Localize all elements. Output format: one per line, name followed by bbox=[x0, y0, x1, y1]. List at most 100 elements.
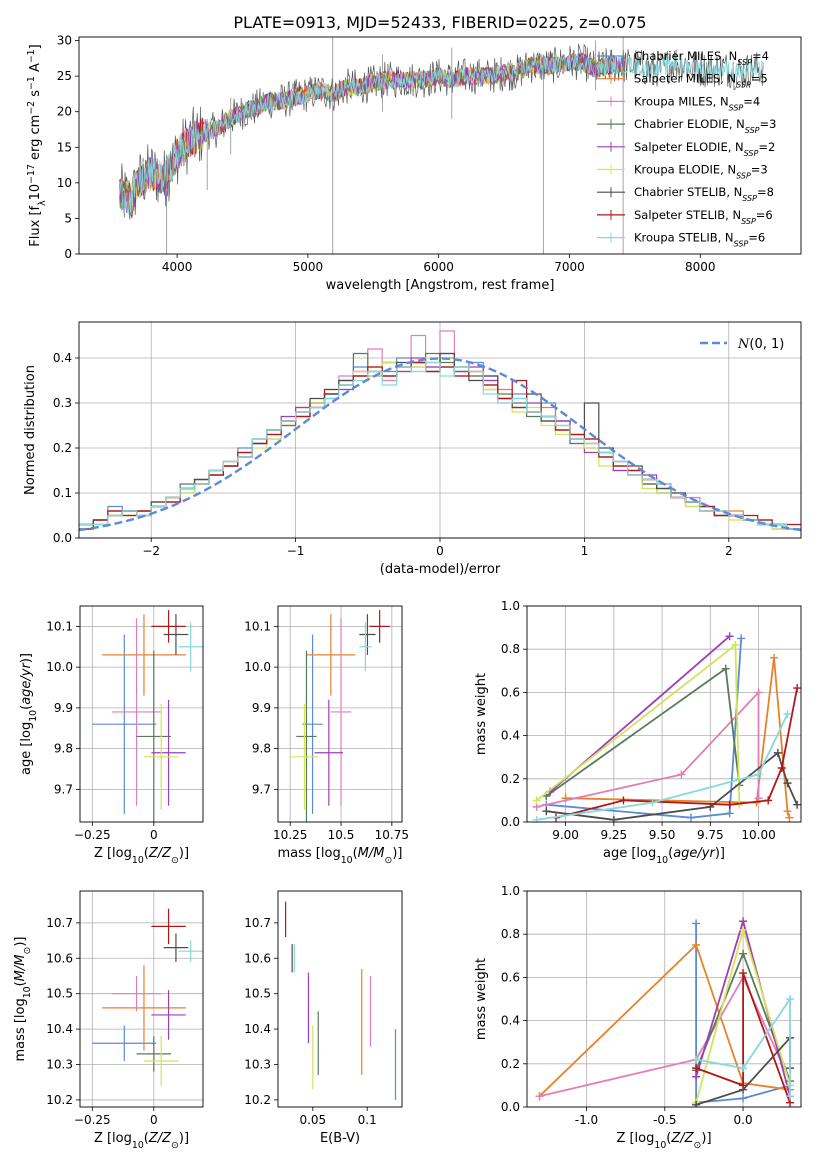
errorbar-chabrier-elodie bbox=[296, 650, 317, 822]
spectrum-legend: Chabrier MILES, NSSP=4 Salpeter MILES, NS… bbox=[597, 49, 776, 248]
weight-point bbox=[793, 800, 801, 809]
x-tick-label: -1.0 bbox=[575, 1113, 598, 1127]
x-tick-label: 4000 bbox=[162, 260, 193, 274]
ebv-mass-panel: 0.05 0.1 10.2 10.3 10.4 10.5 10.6 10.7 E(B-V) bbox=[244, 890, 403, 1146]
y-tick-label: 9.7 bbox=[252, 782, 271, 796]
weight-line bbox=[536, 713, 789, 821]
plot-area bbox=[535, 917, 795, 1107]
x-axis-label: Z [log10(Z/Z⊙)] bbox=[94, 846, 189, 866]
y-tick-label: 10.5 bbox=[46, 987, 73, 1001]
legend-label-chabrier-miles: Chabrier MILES, NSSP=4 bbox=[634, 49, 769, 67]
errorbar-salpeter-elodie bbox=[151, 699, 186, 806]
weight-point bbox=[692, 1055, 701, 1064]
histogram-legend: N(0, 1) bbox=[700, 337, 784, 352]
x-tick-label: 0 bbox=[436, 544, 444, 558]
weight-point bbox=[737, 634, 746, 643]
axes-frame bbox=[526, 605, 802, 823]
y-tick-label: 0.2 bbox=[53, 441, 72, 455]
y-tick-label: 10.4 bbox=[46, 1022, 73, 1036]
x-tick-label: 0 bbox=[150, 1113, 158, 1127]
y-tick-label: 0.4 bbox=[501, 729, 520, 743]
x-axis-label: Z [log10(Z/Z⊙)] bbox=[94, 1131, 189, 1151]
y-tick-label: 0.0 bbox=[53, 531, 72, 545]
errorbar-salpeter-elodie bbox=[151, 990, 186, 1040]
weight-line bbox=[695, 996, 791, 1097]
weight-point bbox=[619, 796, 628, 805]
weight-point bbox=[677, 770, 686, 779]
x-tick-label: 6000 bbox=[423, 260, 454, 274]
x-tick-label: 0.0 bbox=[734, 1113, 753, 1127]
weight-point bbox=[532, 796, 541, 805]
x-tick-label: −1 bbox=[287, 544, 305, 558]
legend-label-salpeter-stelib: Salpeter STELIB, NSSP=6 bbox=[634, 208, 773, 226]
weight-point bbox=[739, 1081, 748, 1090]
x-tick-label: 9.00 bbox=[552, 828, 579, 842]
x-tick-label: −0.25 bbox=[74, 828, 111, 842]
weight-point bbox=[739, 969, 748, 978]
legend-label-salpeter-miles: Salpeter MILES, NSSP=5 bbox=[634, 72, 768, 90]
y-tick-label: 5 bbox=[64, 211, 72, 225]
weight-line bbox=[695, 923, 791, 1104]
y-tick-label: 1.0 bbox=[501, 599, 520, 613]
weight-point bbox=[793, 684, 801, 693]
weight-point bbox=[687, 813, 696, 822]
weight-series-kroupa-stelib bbox=[532, 710, 792, 822]
axes-frame bbox=[79, 605, 204, 823]
weight-point bbox=[535, 1092, 544, 1101]
errorbar-kroupa-stelib bbox=[178, 940, 203, 962]
x-axis-label: age [log10(age/yr)] bbox=[603, 846, 725, 866]
weight-point bbox=[739, 925, 748, 934]
y-tick-label: 10.2 bbox=[46, 1093, 73, 1107]
errorbar-salpeter-stelib bbox=[151, 610, 186, 643]
y-tick-label: 0.2 bbox=[501, 1057, 520, 1071]
axes-frame bbox=[277, 605, 403, 823]
weight-point bbox=[739, 1064, 748, 1073]
mass-age-panel: 10.25 10.5 10.75 9.7 9.8 9.9 10.0 10.1 mass [log… bbox=[244, 605, 409, 866]
y-axis-label: mass weight bbox=[474, 673, 489, 755]
y-tick-label: 10.1 bbox=[244, 619, 271, 633]
y-tick-label: 20 bbox=[57, 105, 72, 119]
weight-line bbox=[695, 972, 791, 1104]
spectrum-line-kroupa-stelib bbox=[119, 53, 764, 215]
y-axis-label: mass weight bbox=[474, 958, 489, 1040]
y-tick-label: 0.8 bbox=[501, 927, 520, 941]
y-tick-label: 10.2 bbox=[244, 1093, 271, 1107]
errorbar-chabrier-stelib bbox=[359, 614, 376, 655]
x-axis-label: Z [log10(Z/Z⊙)] bbox=[616, 1131, 711, 1151]
weight-point bbox=[783, 779, 792, 788]
weight-point bbox=[721, 664, 730, 673]
weight-point bbox=[542, 807, 551, 816]
weight-point bbox=[731, 640, 740, 649]
x-tick-label: 0.05 bbox=[299, 1113, 326, 1127]
x-tick-label: 2 bbox=[725, 544, 733, 558]
plot-area bbox=[290, 610, 390, 822]
legend-label-kroupa-miles: Kroupa MILES, NSSP=4 bbox=[634, 94, 760, 112]
weight-series-salpeter-stelib bbox=[692, 969, 795, 1107]
weight-point bbox=[773, 748, 782, 757]
y-tick-label: 9.8 bbox=[252, 742, 271, 756]
y-tick-label: 10.4 bbox=[244, 1022, 271, 1036]
errorbar-kroupa-miles bbox=[111, 975, 162, 1012]
plot-area bbox=[79, 330, 801, 532]
y-tick-label: 10.3 bbox=[244, 1058, 271, 1072]
y-tick-label: 9.9 bbox=[252, 701, 271, 715]
y-axis-label: Flux [fλ10−17 erg cm−2 s−1 A−1] bbox=[26, 44, 48, 246]
errorbar-chabrier-elodie bbox=[136, 650, 172, 822]
weight-point bbox=[754, 770, 763, 779]
weight-series-kroupa-elodie bbox=[532, 640, 744, 809]
x-tick-label: -0.5 bbox=[653, 1113, 676, 1127]
legend-label-salpeter-elodie: Salpeter ELODIE, NSSP=2 bbox=[634, 140, 775, 158]
y-tick-label: 9.7 bbox=[54, 782, 73, 796]
x-tick-label: 9.25 bbox=[600, 828, 627, 842]
weight-point bbox=[764, 796, 773, 805]
y-tick-label: 30 bbox=[57, 34, 72, 48]
legend-label-gaussian: N(0, 1) bbox=[737, 337, 784, 352]
errorbar-salpeter-stelib bbox=[151, 908, 186, 945]
x-tick-label: 7000 bbox=[554, 260, 585, 274]
errorbar-kroupa-elodie bbox=[143, 703, 179, 810]
weight-point bbox=[783, 807, 792, 816]
y-tick-label: 0 bbox=[64, 247, 72, 261]
errorbar-chabrier-stelib bbox=[163, 614, 189, 655]
x-tick-label: 10.25 bbox=[273, 828, 307, 842]
errorbar-kroupa-stelib bbox=[178, 622, 203, 672]
